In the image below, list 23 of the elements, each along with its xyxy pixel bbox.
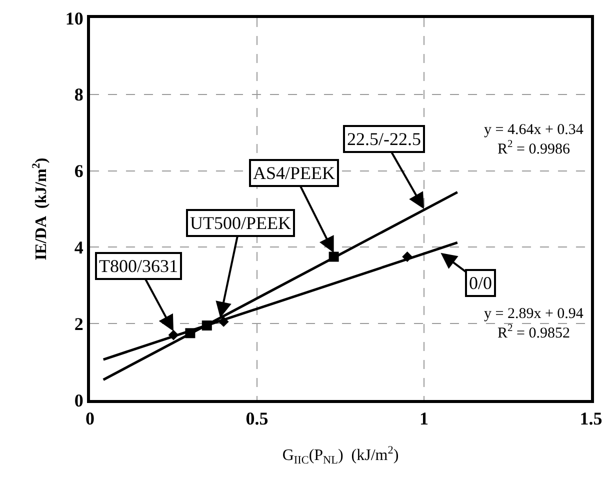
y-tick-label: 2 <box>74 314 84 334</box>
annotation: 0/0 <box>469 273 492 293</box>
x-tick-label: 0.5 <box>246 408 268 429</box>
point <box>328 252 339 262</box>
annotation: AS4/PEEK <box>253 163 336 183</box>
annotation: y = 4.64x + 0.34 R$^{2}$ = 0.9986 <box>484 122 584 158</box>
point <box>402 252 412 262</box>
y-tick-label: 8 <box>74 84 84 105</box>
y-tick-label: 6 <box>74 161 84 182</box>
point <box>185 328 196 338</box>
annotation: T800/3631 <box>99 256 178 276</box>
point <box>168 330 179 340</box>
y-tick-label: 4 <box>74 238 84 258</box>
annotation: 22.5/-22.5 <box>347 129 421 149</box>
point <box>202 320 212 331</box>
annotation: y = 2.89x + 0.94 R$^{2}$ = 0.9852 <box>484 306 584 342</box>
x-tick-label: 1.5 <box>580 408 602 429</box>
point <box>218 316 229 327</box>
y-tick-label: 0 <box>74 390 84 410</box>
x-tick-label: 1 <box>420 408 428 429</box>
y-tick-label: 10 <box>65 8 84 28</box>
x-axis-title: G$_{IIC}$(P$_{NL}$) (kJ/m$^{2}$) <box>282 444 399 466</box>
annotation: UT500/PEEK <box>190 213 291 233</box>
